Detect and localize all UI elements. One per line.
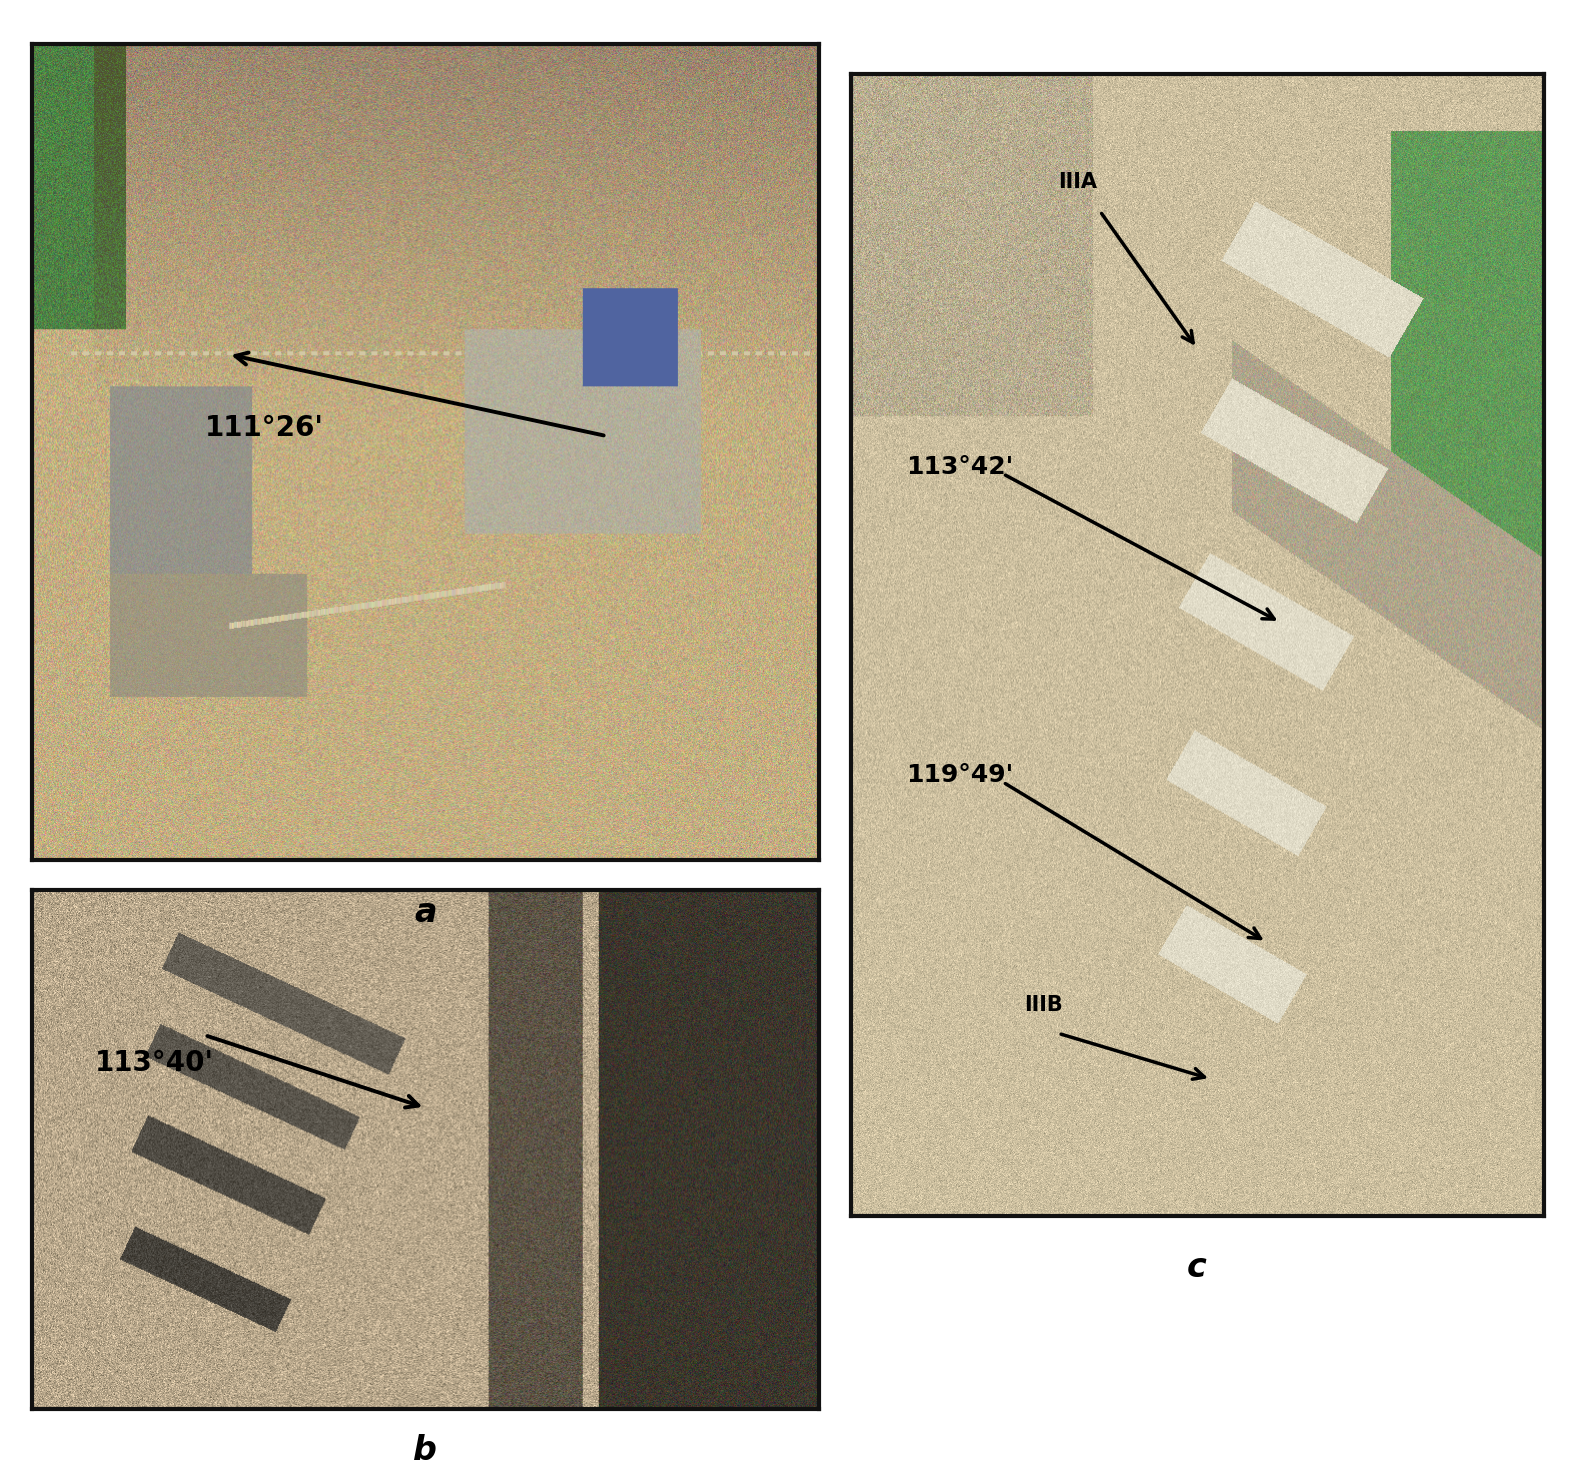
Text: 119°49': 119°49': [906, 764, 1013, 787]
Text: IIIB: IIIB: [1024, 995, 1063, 1014]
Text: 113°42': 113°42': [906, 455, 1013, 479]
Text: 111°26': 111°26': [205, 414, 323, 442]
Text: a: a: [414, 896, 436, 928]
Text: c: c: [1188, 1252, 1206, 1284]
Text: IIIA: IIIA: [1058, 172, 1098, 193]
Text: b: b: [413, 1434, 438, 1467]
Text: 113°40': 113°40': [94, 1050, 214, 1078]
